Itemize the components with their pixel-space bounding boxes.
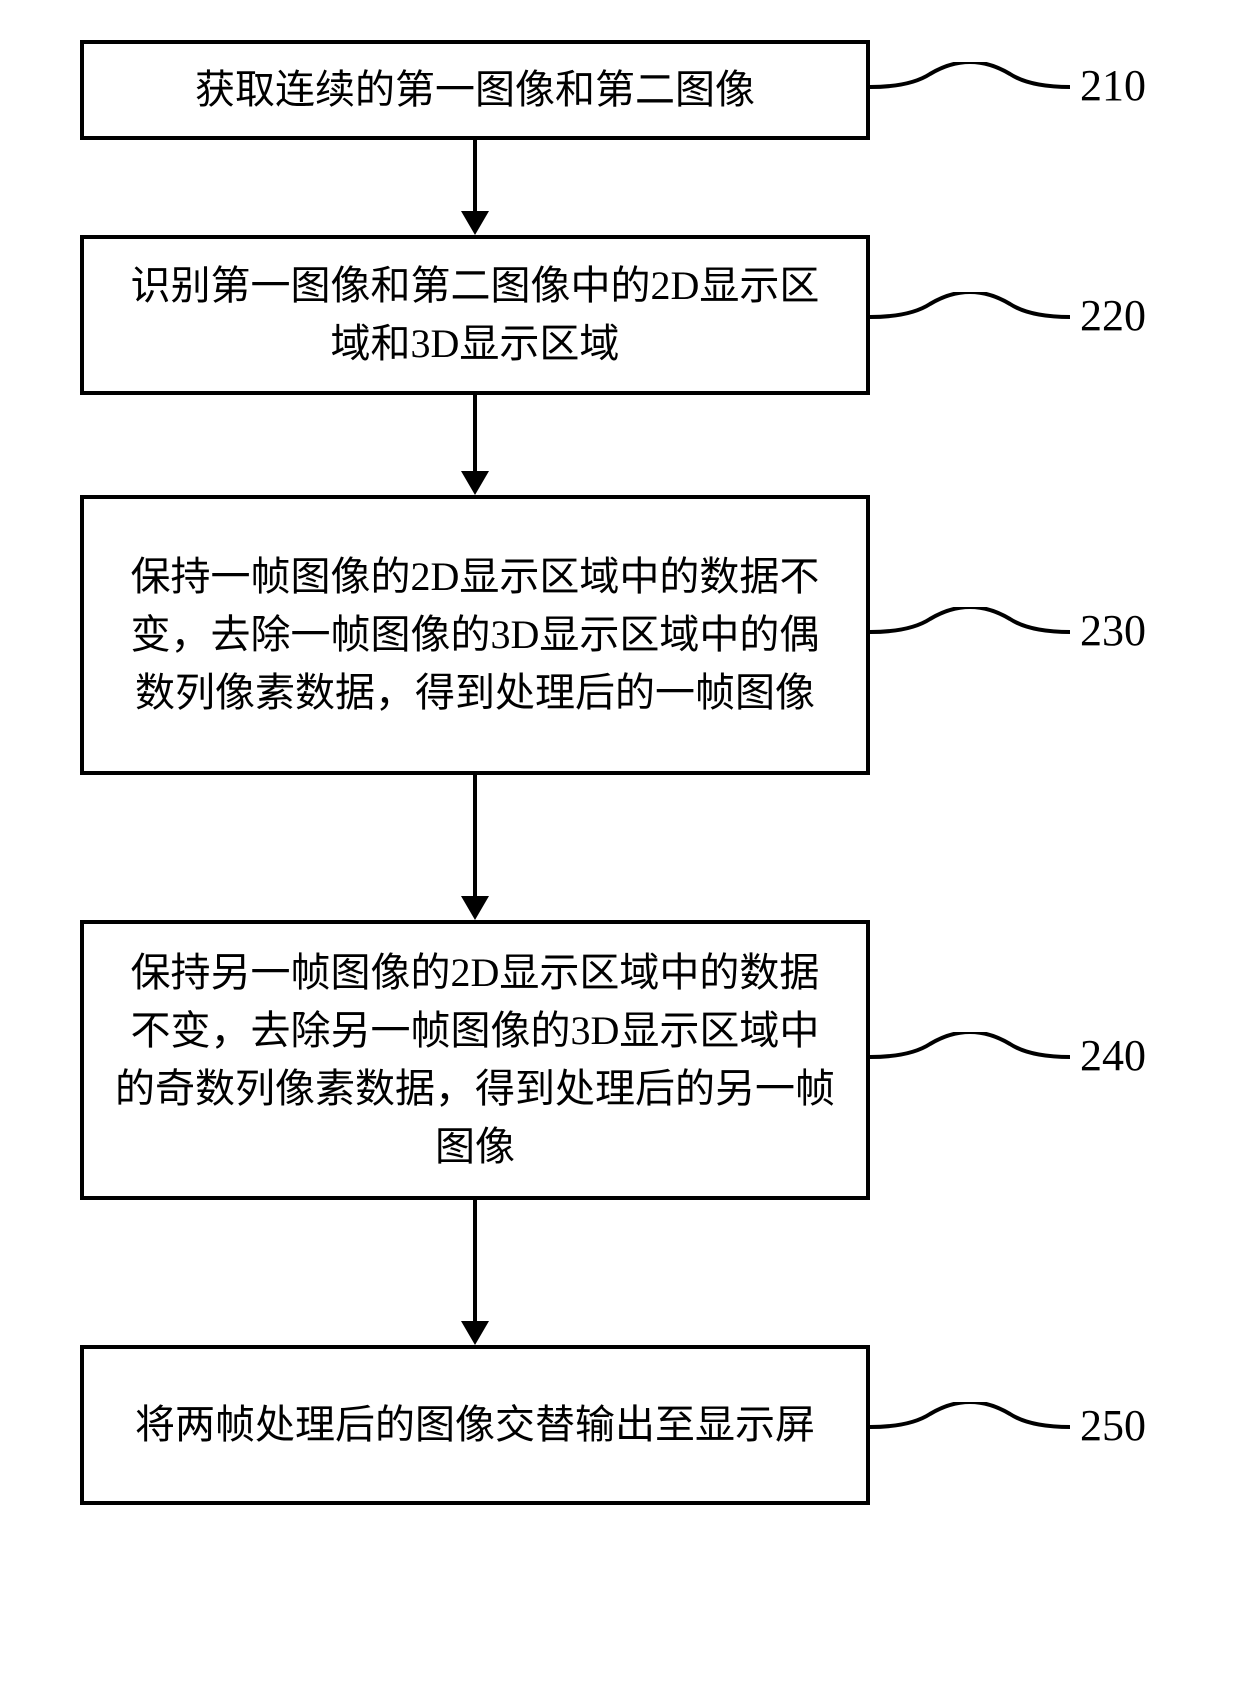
node-label: 240	[1080, 1030, 1146, 1081]
node-label: 220	[1080, 290, 1146, 341]
node-text: 保持一帧图像的2D显示区域中的数据不变，去除一帧图像的3D显示区域中的偶数列像素…	[114, 548, 836, 722]
node-text: 保持另一帧图像的2D显示区域中的数据不变，去除另一帧图像的3D显示区域中的奇数列…	[114, 944, 836, 1176]
bracket-connector	[870, 62, 1070, 112]
arrow-head	[461, 211, 489, 235]
node-text: 将两帧处理后的图像交替输出至显示屏	[135, 1396, 815, 1454]
arrow-head	[461, 471, 489, 495]
arrow-line	[473, 775, 477, 896]
flowchart-container: 获取连续的第一图像和第二图像 210 识别第一图像和第二图像中的2D显示区域和3…	[0, 0, 1240, 1695]
bracket-connector	[870, 607, 1070, 657]
bracket-connector	[870, 1032, 1070, 1082]
arrow-head	[461, 1321, 489, 1345]
flowchart-node-1: 获取连续的第一图像和第二图像	[80, 40, 870, 140]
flowchart-node-2: 识别第一图像和第二图像中的2D显示区域和3D显示区域	[80, 235, 870, 395]
flowchart-node-4: 保持另一帧图像的2D显示区域中的数据不变，去除另一帧图像的3D显示区域中的奇数列…	[80, 920, 870, 1200]
flowchart-node-5: 将两帧处理后的图像交替输出至显示屏	[80, 1345, 870, 1505]
node-label: 210	[1080, 60, 1146, 111]
bracket-connector	[870, 1402, 1070, 1452]
node-label: 250	[1080, 1400, 1146, 1451]
node-text: 获取连续的第一图像和第二图像	[195, 61, 755, 119]
arrow-line	[473, 395, 477, 471]
node-text: 识别第一图像和第二图像中的2D显示区域和3D显示区域	[114, 257, 836, 373]
flowchart-node-3: 保持一帧图像的2D显示区域中的数据不变，去除一帧图像的3D显示区域中的偶数列像素…	[80, 495, 870, 775]
arrow-line	[473, 140, 477, 211]
arrow-line	[473, 1200, 477, 1321]
node-label: 230	[1080, 605, 1146, 656]
bracket-connector	[870, 292, 1070, 342]
arrow-head	[461, 896, 489, 920]
